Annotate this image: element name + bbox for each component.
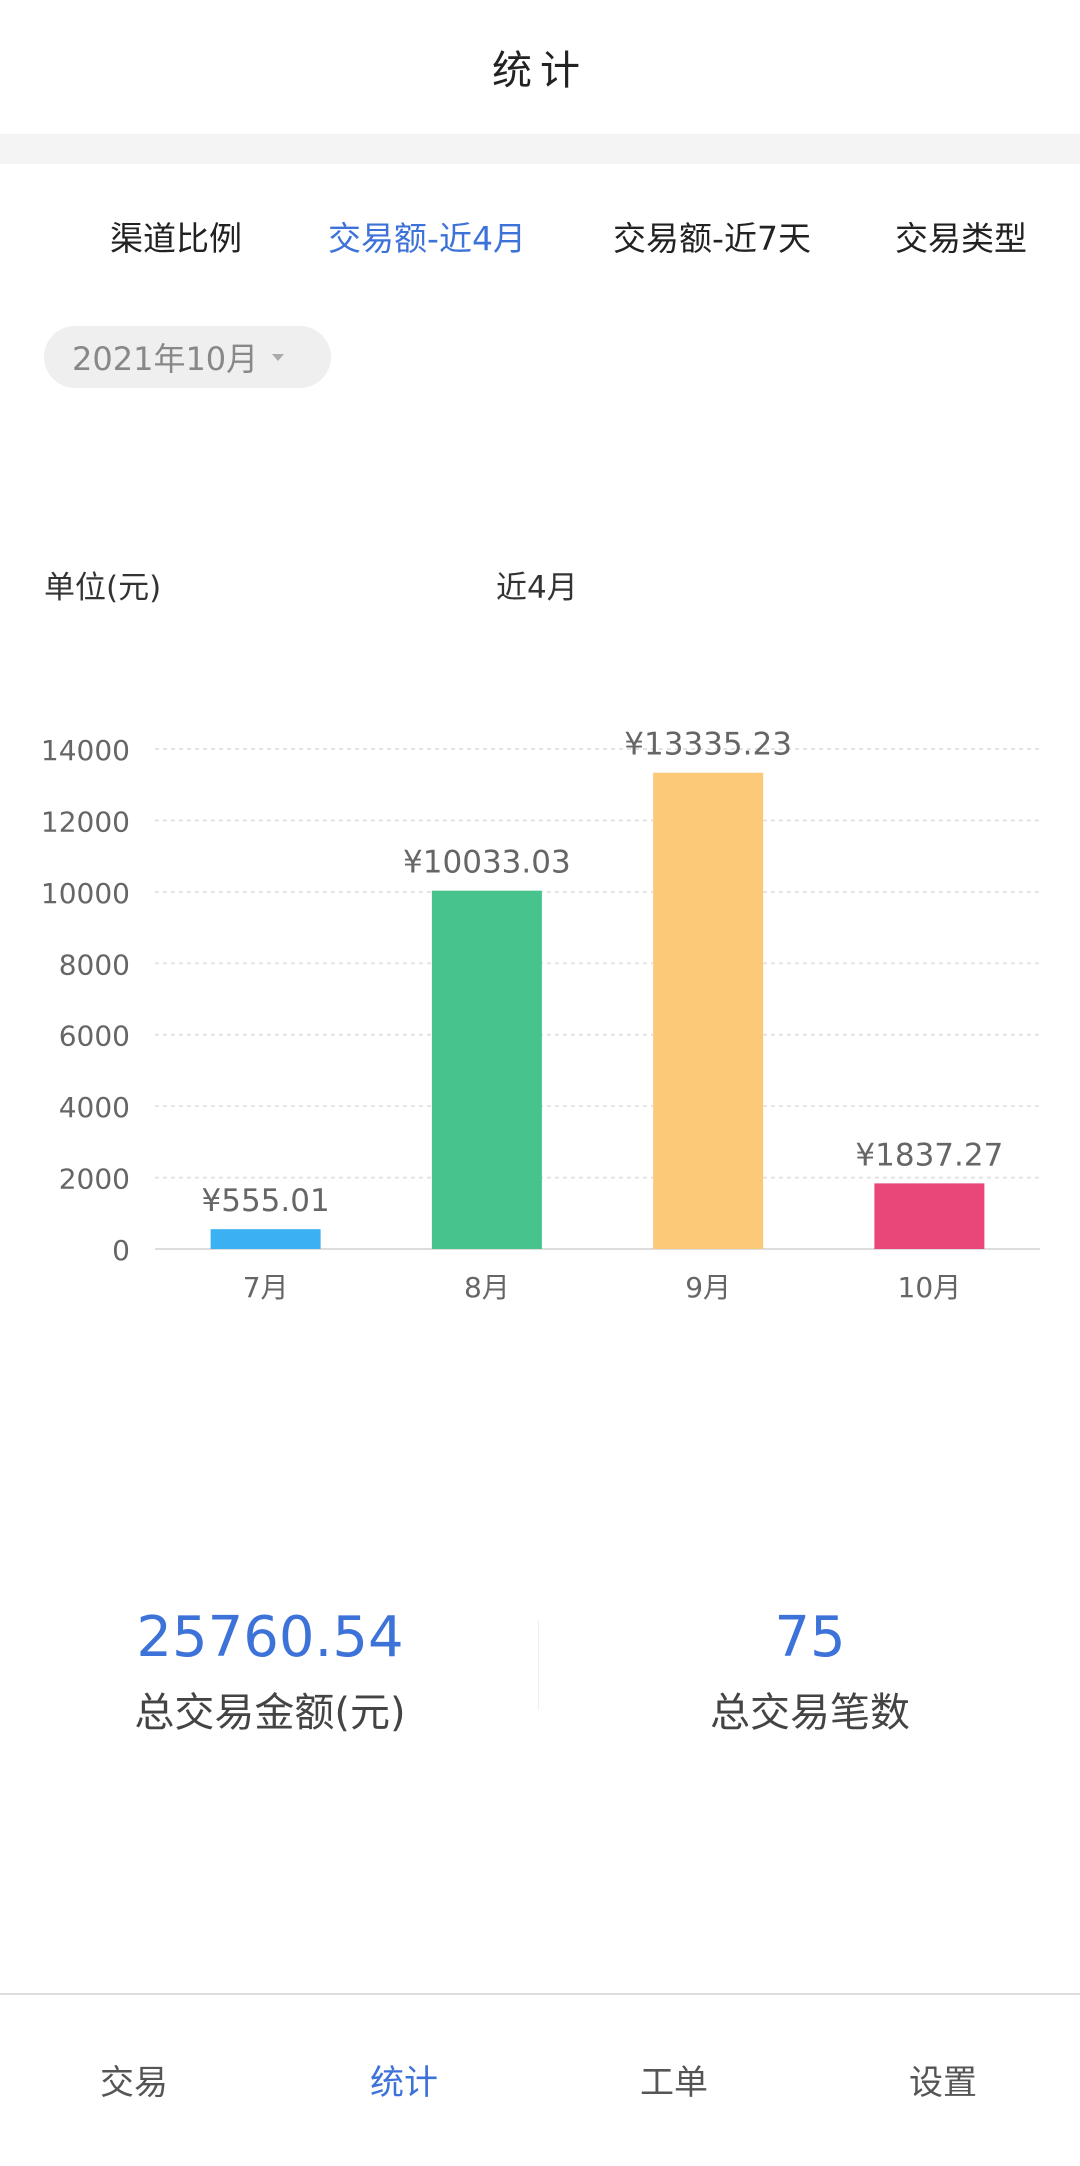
total-amount-stat: 25760.54 总交易金额(元) (0, 1605, 540, 1738)
month-select[interactable]: 2021年10月 (44, 326, 331, 388)
bar-data-label: ¥555.01 (202, 1183, 330, 1219)
nav-work-orders[interactable]: 工单 (640, 2063, 708, 2103)
y-tick-label: 10000 (41, 877, 130, 910)
bar-data-label: ¥13335.23 (624, 727, 792, 763)
total-count-label: 总交易笔数 (710, 1690, 910, 1736)
bar (431, 890, 542, 1249)
y-tick-label: 4000 (59, 1091, 130, 1124)
bottom-nav: 交易 统计 工单 设置 (0, 1993, 1080, 2166)
chart-title: 近4月 (496, 570, 578, 606)
divider (0, 134, 1080, 164)
tab-transaction-type[interactable]: 交易类型 (895, 219, 1027, 258)
page-title: 统计 (492, 48, 588, 94)
bar-chart: 0 2000 4000 6000 8000 10000 12000 14000 ¥555.01 7… (41, 727, 1040, 1304)
nav-statistics[interactable]: 统计 (370, 2063, 438, 2103)
stat-divider (538, 1620, 539, 1710)
y-tick-label: 8000 (59, 948, 130, 981)
bar-data-label: ¥10033.03 (403, 845, 571, 881)
caret-down-icon (272, 353, 285, 361)
bar (874, 1183, 985, 1249)
total-amount-label: 总交易金额(元) (134, 1690, 406, 1736)
total-count-stat: 75 总交易笔数 (540, 1605, 1080, 1738)
month-select-value: 2021年10月 (72, 340, 259, 378)
chart-unit-label: 单位(元) (44, 570, 162, 606)
bar (210, 1229, 321, 1249)
total-count-value: 75 (774, 1605, 846, 1670)
x-tick-label: 9月 (685, 1271, 731, 1304)
y-tick-label: 14000 (41, 734, 130, 767)
tab-channel-ratio[interactable]: 渠道比例 (110, 219, 242, 258)
x-tick-label: 10月 (898, 1271, 962, 1304)
nav-settings[interactable]: 设置 (909, 2063, 977, 2103)
y-tick-label: 0 (112, 1234, 130, 1267)
tab-amount-7-days[interactable]: 交易额-近7天 (613, 219, 811, 258)
x-tick-label: 7月 (243, 1271, 289, 1304)
y-tick-label: 2000 (59, 1163, 130, 1196)
x-tick-label: 8月 (464, 1271, 510, 1304)
y-tick-label: 12000 (41, 805, 130, 838)
tab-bar: 渠道比例 交易额-近4月 交易额-近7天 交易类型 (0, 212, 1080, 272)
total-amount-value: 25760.54 (136, 1605, 404, 1670)
page-header: 统计 (0, 0, 1080, 134)
nav-transactions[interactable]: 交易 (100, 2063, 168, 2103)
bar-data-label: ¥1837.27 (855, 1137, 1003, 1173)
y-tick-label: 6000 (59, 1020, 130, 1053)
bar (653, 772, 764, 1249)
tab-amount-4-months[interactable]: 交易额-近4月 (328, 219, 526, 258)
